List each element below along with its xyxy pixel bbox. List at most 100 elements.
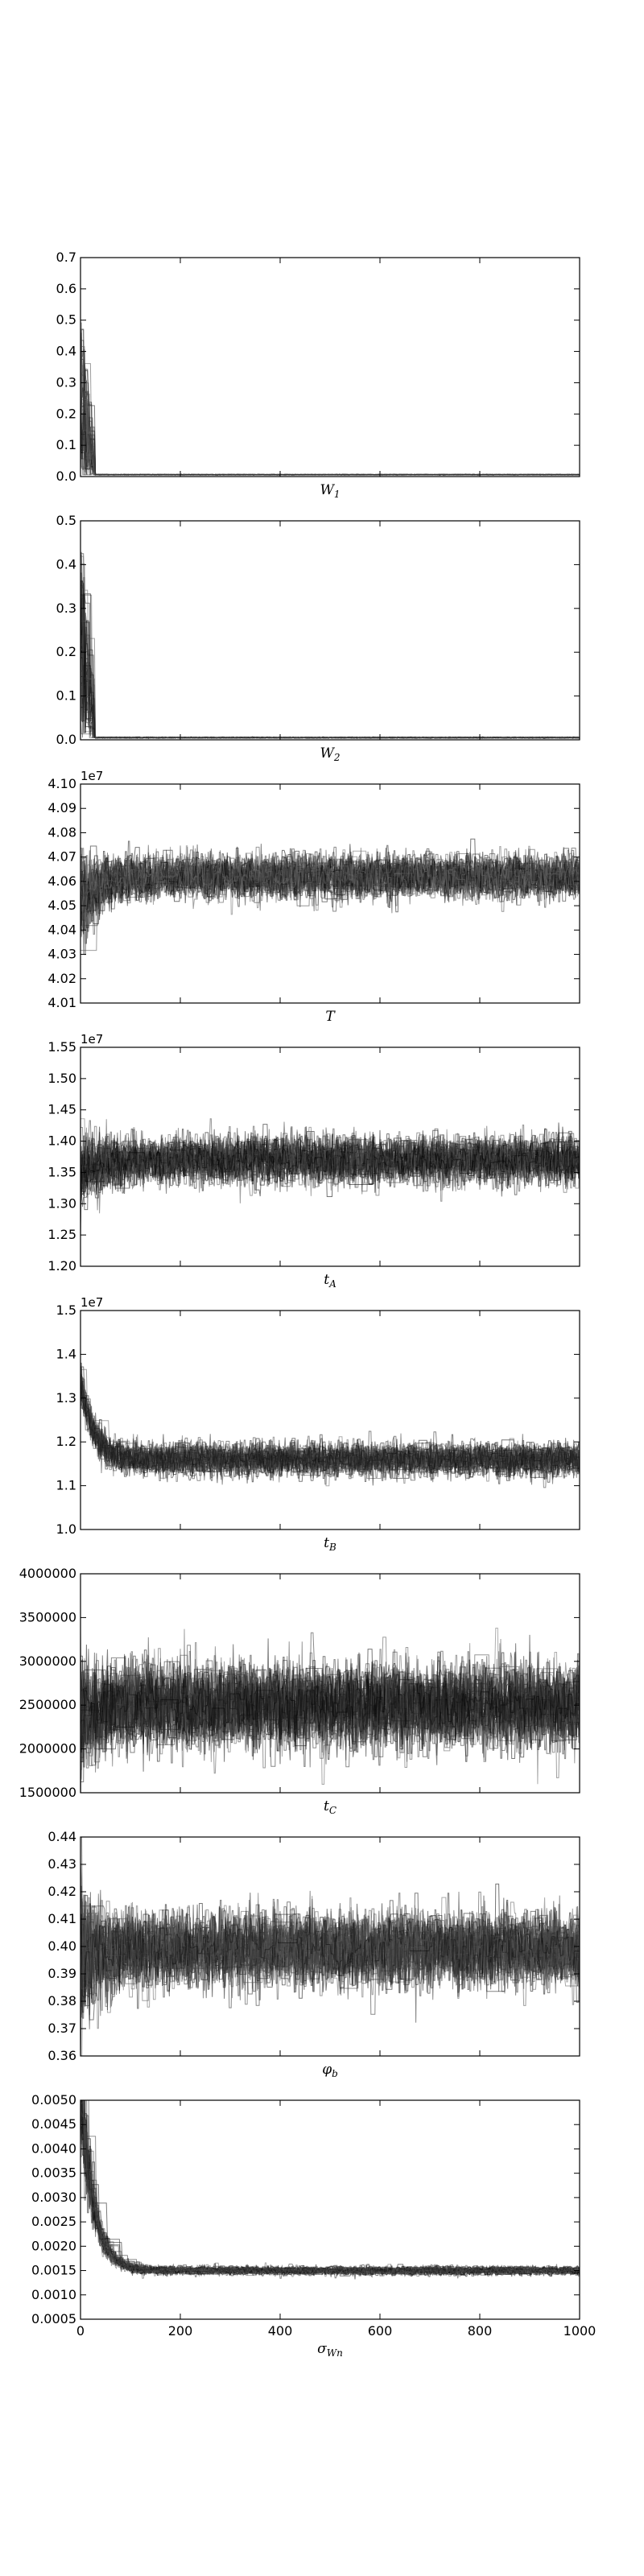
- trace-series: [80, 2100, 580, 2279]
- trace-series: [80, 563, 580, 740]
- trace-panel: 4.01 4.02 4.03 4.04 4.05 4.06 4.07 4.08 4.09 4.10…: [47, 769, 580, 1025]
- trace-lines: [80, 1361, 580, 1488]
- trace-panel: 0.0 0.1 0.2 0.3 0.4 0.5 W2: [56, 513, 580, 763]
- y-tick-label: 1.50: [47, 1071, 76, 1086]
- trace-series: [80, 671, 580, 739]
- trace-series: [80, 584, 580, 740]
- axis-offset-label: 1e7: [80, 1295, 103, 1310]
- trace-series: [80, 336, 580, 476]
- y-tick-label: 0.0: [56, 469, 76, 484]
- trace-series: [80, 2100, 580, 2277]
- trace-panel: 0.0 0.1 0.2 0.3 0.4 0.5 0.6 0.7 W1: [56, 250, 580, 500]
- trace-series: [82, 2100, 580, 2277]
- trace-lines: [80, 1628, 580, 1793]
- y-tick-label: 0.0030: [31, 2190, 76, 2205]
- trace-series: [80, 365, 580, 477]
- y-tick-label: 1.2: [56, 1434, 76, 1449]
- trace-series: [80, 2100, 580, 2278]
- trace-series: [80, 2100, 580, 2276]
- trace-series: [80, 2107, 580, 2278]
- trace-panel: 1500000 2000000 2500000 3000000 3500000 40000…: [19, 1566, 580, 1816]
- x-tick-label: 0: [76, 2323, 85, 2339]
- trace-series: [80, 845, 580, 938]
- y-tick-label: 0.0040: [31, 2140, 76, 2156]
- y-tick-label: 1.30: [47, 1195, 76, 1211]
- y-tick-label: 1.4: [56, 1346, 76, 1361]
- x-axis-label: W1: [320, 482, 340, 500]
- trace-series: [80, 848, 580, 905]
- trace-series: [80, 2103, 580, 2277]
- trace-series: [80, 595, 580, 739]
- trace-series: [80, 316, 580, 477]
- y-tick-label: 0.5: [56, 513, 76, 528]
- trace-series: [80, 2108, 580, 2277]
- trace-series: [83, 2100, 580, 2277]
- trace-series: [80, 2125, 580, 2277]
- x-tick-label: 200: [168, 2323, 193, 2339]
- trace-series: [80, 2100, 580, 2279]
- x-axis-label: tC: [324, 1798, 336, 1816]
- y-tick-label: 0.3: [56, 374, 76, 390]
- y-tick-label: 0.0010: [31, 2287, 76, 2302]
- y-tick-label: 4.01: [47, 995, 76, 1010]
- trace-series: [80, 612, 580, 739]
- trace-series: [80, 577, 580, 739]
- y-tick-label: 0.41: [47, 1911, 76, 1926]
- trace-series: [82, 2100, 580, 2278]
- y-tick-label: 0.1: [56, 688, 76, 704]
- x-tick-label: 800: [468, 2323, 493, 2339]
- trace-panel: 0.0005 0.0010 0.0015 0.0020 0.0025 0.0030 0.00…: [31, 2092, 596, 2359]
- trace-series: [80, 2120, 580, 2278]
- trace-series: [80, 423, 580, 476]
- trace-series: [82, 2100, 580, 2277]
- trace-series: [80, 407, 580, 476]
- trace-series: [80, 1373, 580, 1483]
- trace-series: [80, 2113, 580, 2277]
- y-tick-label: 4.03: [47, 947, 76, 962]
- y-tick-label: 4.02: [47, 971, 76, 986]
- trace-series: [80, 1378, 580, 1485]
- trace-series: [80, 358, 580, 477]
- y-tick-label: 4.04: [47, 922, 76, 937]
- y-tick-label: 4.06: [47, 873, 76, 889]
- y-tick-label: 0.43: [47, 1856, 76, 1872]
- y-tick-label: 0.0035: [31, 2165, 76, 2181]
- x-axis-label: φb: [322, 2062, 338, 2079]
- trace-lines: [80, 1837, 580, 2056]
- trace-series: [80, 621, 580, 739]
- trace-series: [80, 340, 580, 476]
- trace-series: [80, 588, 580, 739]
- trace-series: [80, 329, 580, 477]
- trace-series: [80, 1129, 580, 1195]
- trace-series: [80, 351, 580, 476]
- plot-frame: [80, 257, 580, 477]
- x-tick-label: 600: [368, 2323, 393, 2339]
- y-tick-label: 4.10: [47, 776, 76, 791]
- trace-series: [80, 1656, 580, 1763]
- axis-offset-label: 1e7: [80, 1032, 103, 1046]
- y-tick-label: 0.0050: [31, 2092, 76, 2107]
- trace-series: [80, 609, 580, 739]
- trace-series: [80, 401, 580, 477]
- trace-series: [80, 2100, 580, 2277]
- trace-lines: [80, 838, 580, 956]
- y-tick-label: 0.4: [56, 344, 76, 359]
- plot-frame: [80, 2099, 580, 2320]
- trace-series: [80, 551, 580, 740]
- trace-lines: [80, 316, 580, 477]
- y-tick-label: 1.35: [47, 1164, 76, 1179]
- y-tick-label: 0.39: [47, 1966, 76, 1981]
- trace-series: [80, 594, 580, 740]
- y-tick-label: 0.38: [47, 1993, 76, 2008]
- axis-offset-label: 1e7: [80, 769, 103, 783]
- trace-series: [80, 2100, 580, 2280]
- trace-series: [80, 349, 580, 476]
- y-tick-label: 4.05: [47, 898, 76, 913]
- trace-series: [80, 2100, 580, 2277]
- trace-series: [80, 625, 580, 740]
- trace-series: [80, 553, 580, 739]
- trace-series: [80, 1900, 580, 2013]
- trace-series: [88, 2100, 580, 2277]
- y-tick-label: 1.55: [47, 1039, 76, 1055]
- trace-series: [80, 359, 580, 476]
